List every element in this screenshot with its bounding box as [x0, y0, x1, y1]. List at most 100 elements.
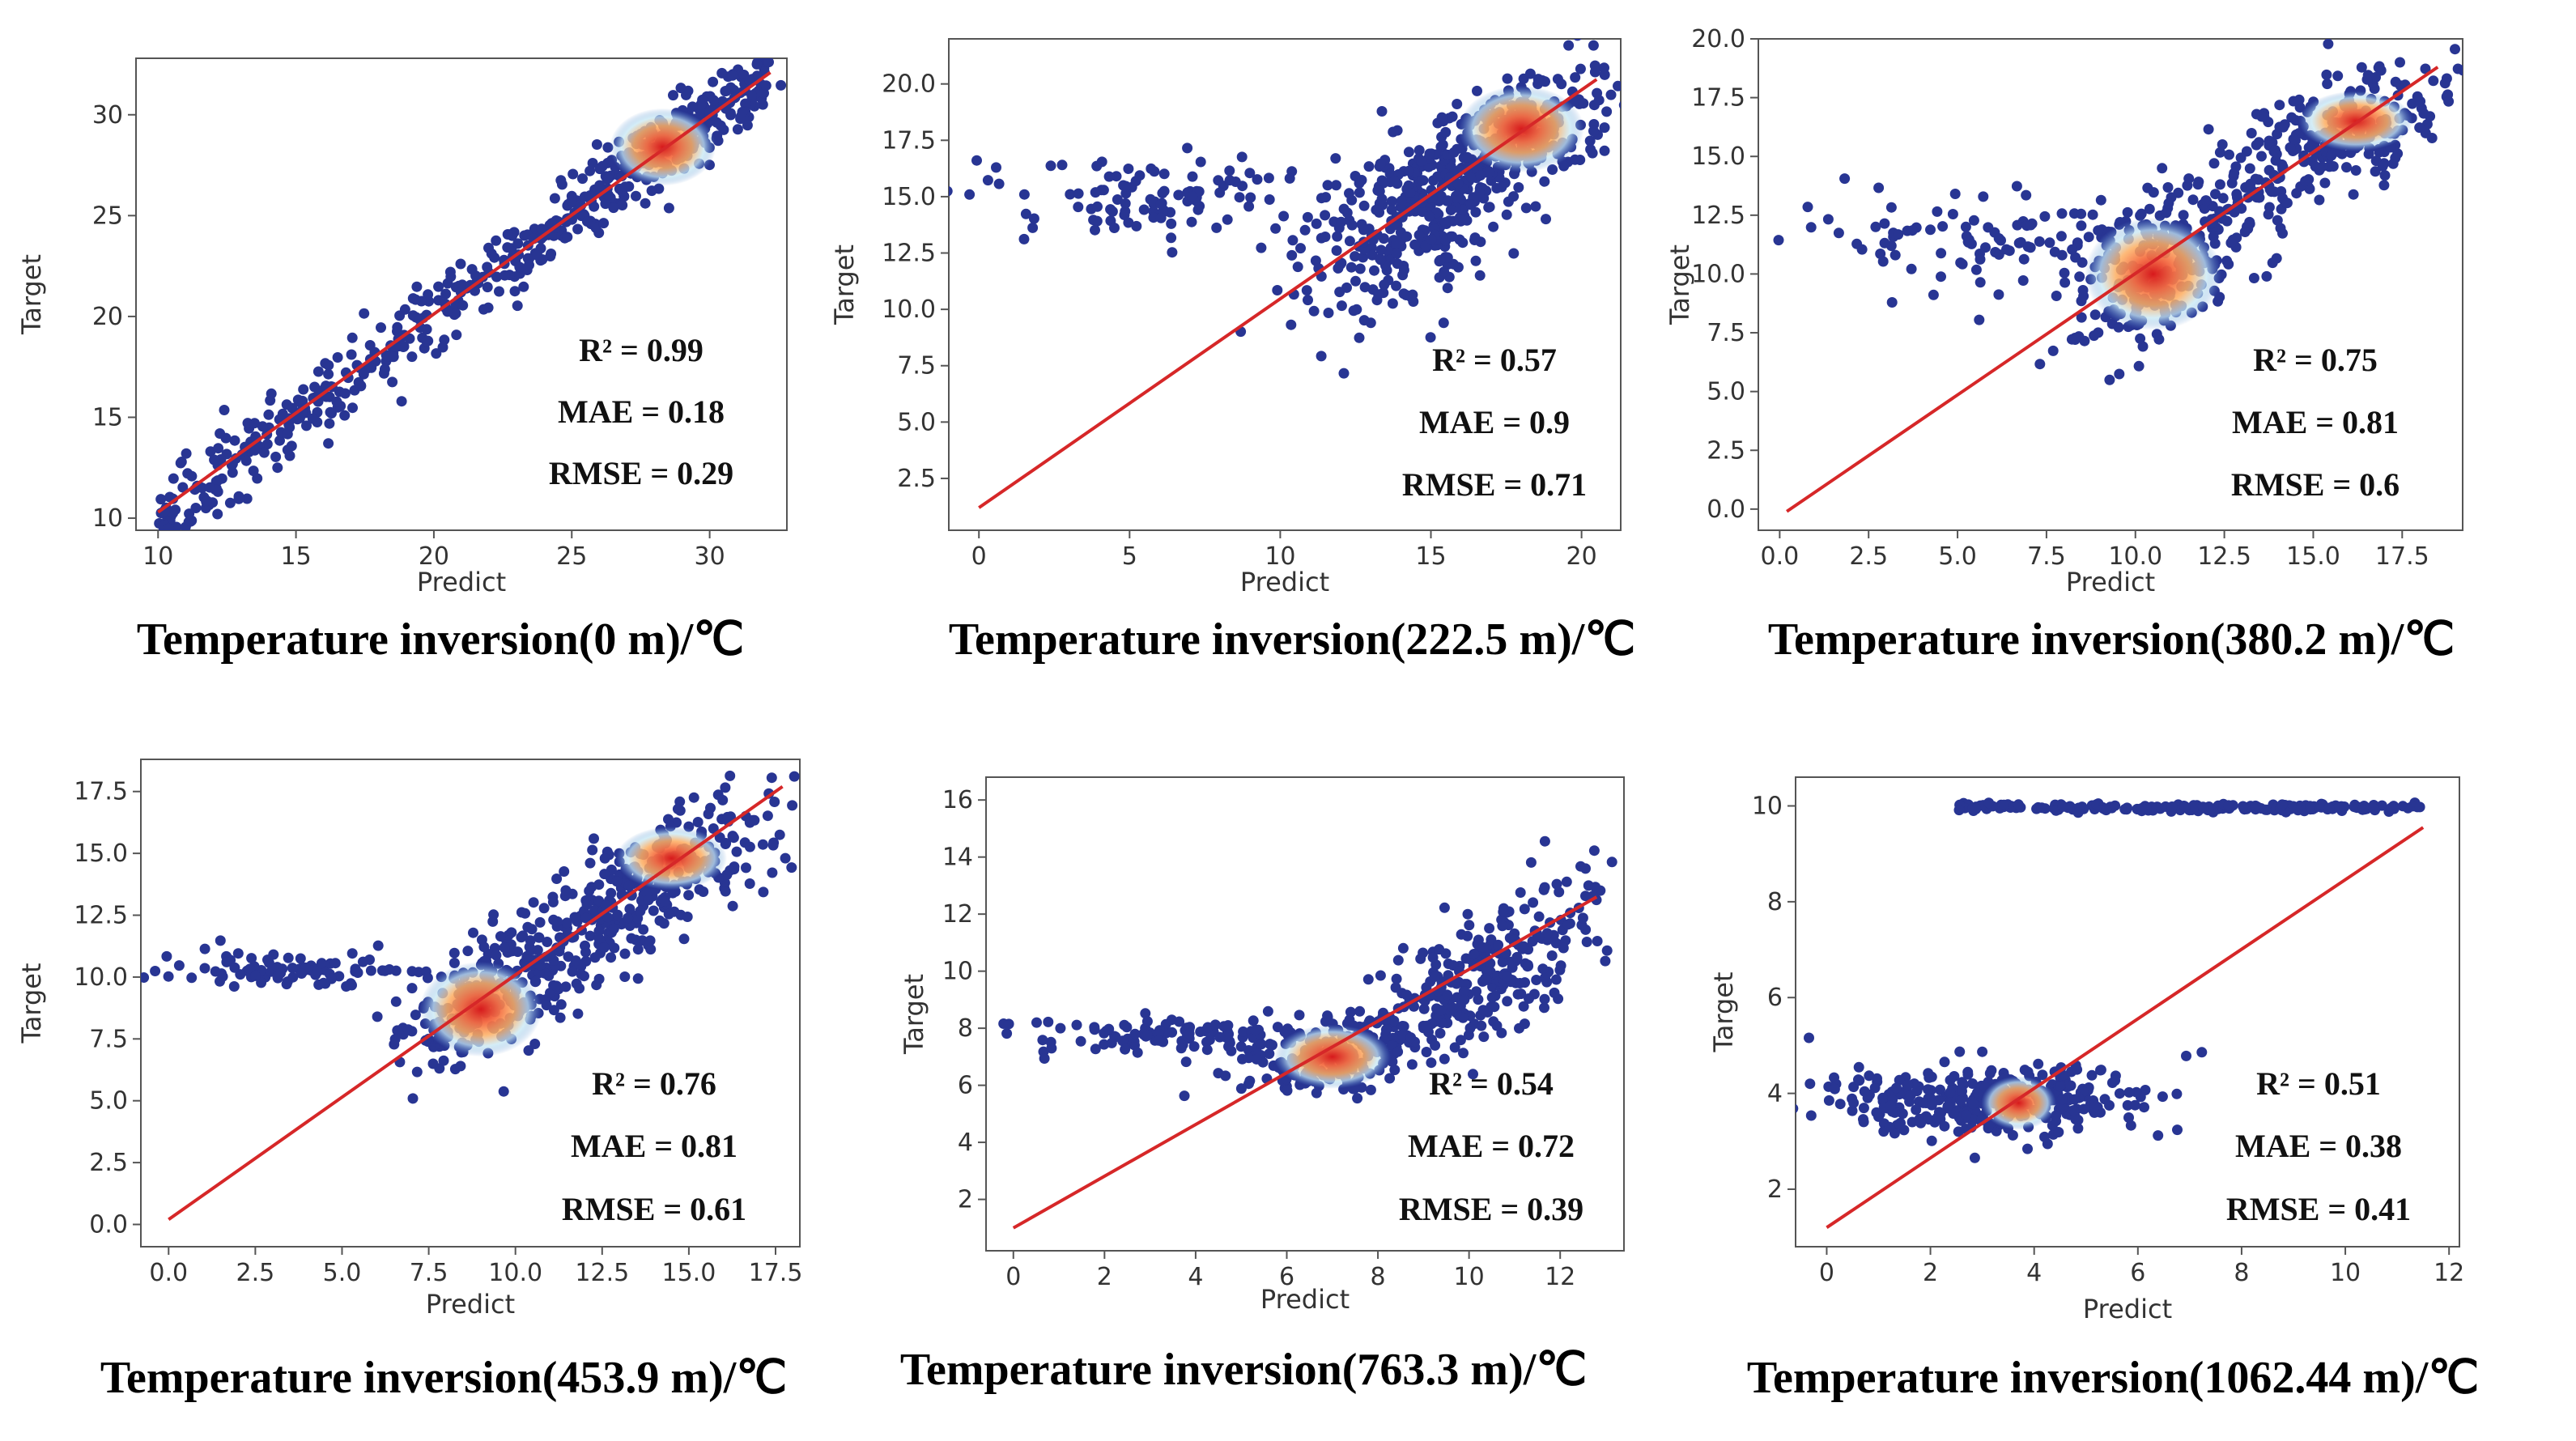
- scatter-point: [1430, 1039, 1441, 1051]
- scatter-point: [2157, 1091, 2168, 1103]
- scatter-point: [1398, 1021, 1409, 1032]
- scatter-point: [1056, 159, 1068, 171]
- y-tick-label: 15.0: [882, 183, 936, 211]
- scatter-point: [2172, 1124, 2183, 1136]
- scatter-point: [209, 454, 220, 465]
- scatter-point: [1498, 906, 1509, 917]
- x-tick-label: 5: [1122, 542, 1137, 571]
- scatter-point: [2012, 219, 2023, 231]
- scatter-point: [2136, 802, 2148, 814]
- scatter-point: [1344, 188, 1354, 199]
- scatter-point: [1968, 215, 1979, 226]
- y-tick-label: 10: [1752, 793, 1783, 821]
- scatter-point: [2370, 166, 2381, 177]
- scatter-point: [1520, 977, 1530, 988]
- scatter-point: [2078, 1103, 2089, 1115]
- scatter-point: [2068, 1105, 2079, 1116]
- scatter-point: [763, 58, 774, 68]
- scatter-point: [2036, 802, 2047, 814]
- scatter-point: [2007, 1129, 2018, 1141]
- scatter-point: [1915, 1117, 1927, 1129]
- scatter-point: [2213, 295, 2224, 307]
- scatter-point: [1103, 1023, 1115, 1035]
- x-tick-label: 17.5: [749, 1259, 803, 1287]
- scatter-point: [168, 508, 179, 519]
- scatter-point: [572, 223, 584, 235]
- scatter-point: [643, 895, 654, 906]
- scatter-point: [810, 57, 821, 68]
- scatter-point: [566, 195, 577, 206]
- scatter-point: [1949, 189, 1961, 199]
- scatter-point: [1493, 939, 1504, 950]
- scatter-point: [512, 238, 524, 249]
- scatter-point: [767, 867, 778, 878]
- scatter-point: [1911, 1104, 1922, 1116]
- scatter-point: [648, 905, 659, 916]
- scatter-point: [1397, 942, 1409, 954]
- scatter-point: [2210, 189, 2221, 200]
- scatter-point: [1375, 254, 1386, 266]
- scatter-point: [1525, 857, 1537, 868]
- scatter-point: [2074, 271, 2085, 283]
- scatter-point: [384, 964, 395, 975]
- density-peak: [1273, 1024, 1391, 1089]
- scatter-point: [708, 95, 719, 106]
- scatter-point: [1167, 1027, 1178, 1038]
- scatter-point: [2095, 1065, 2106, 1076]
- panel-5: 0 2 4 6 8 10 12 2 4 6 8 10 12 14 16 Predict Target R² = 0…: [899, 776, 1625, 1395]
- scatter-point: [1369, 265, 1379, 276]
- scatter-point: [581, 899, 593, 910]
- scatter-point: [1885, 202, 1897, 213]
- scatter-point: [1957, 258, 1968, 270]
- scatter-point: [1599, 145, 1610, 156]
- scatter-point: [1590, 882, 1601, 893]
- scatter-point: [168, 473, 179, 484]
- scatter-point: [1804, 1032, 1814, 1044]
- scatter-point: [1563, 40, 1575, 51]
- scatter-point: [757, 839, 768, 850]
- scatter-point: [548, 1005, 559, 1016]
- x-tick-label: 2.5: [236, 1259, 275, 1287]
- scatter-point: [180, 532, 190, 542]
- scatter-point: [780, 852, 791, 864]
- scatter-point: [1923, 1068, 1934, 1079]
- scatter-point: [2148, 187, 2159, 198]
- scatter-point: [1146, 163, 1157, 174]
- x-tick-label: 0: [971, 542, 987, 571]
- scatter-point: [1968, 1099, 1979, 1110]
- plot-frame: [1795, 776, 2460, 1248]
- scatter-point: [1435, 1005, 1447, 1016]
- scatter-point: [1209, 1019, 1221, 1031]
- scatter-point: [2217, 193, 2229, 204]
- scatter-point: [1272, 285, 1283, 295]
- scatter-point: [1435, 254, 1446, 266]
- scatter-point: [1243, 201, 1255, 212]
- scatter-point: [489, 252, 500, 263]
- scatter-point: [1437, 139, 1448, 151]
- scatter-point: [1520, 202, 1532, 214]
- scatter-point: [663, 202, 674, 214]
- scatter-point: [522, 921, 533, 933]
- y-tick-label: 6: [958, 1072, 973, 1100]
- scatter-point: [1141, 1016, 1153, 1027]
- scatter-point: [2221, 215, 2233, 227]
- scatter-point: [749, 814, 760, 826]
- scatter-point: [1953, 1126, 1964, 1137]
- scatter-point: [1384, 1073, 1396, 1084]
- scatter-point: [2135, 333, 2146, 344]
- scatter-point: [538, 903, 550, 914]
- scatter-point: [1512, 988, 1524, 1000]
- scatter-point: [2259, 804, 2271, 815]
- scatter-point: [1539, 993, 1550, 1005]
- scatter-point: [1524, 68, 1536, 79]
- scatter-point: [1338, 203, 1350, 215]
- scatter-point: [2246, 128, 2257, 138]
- scatter-point: [1418, 947, 1429, 959]
- scatter-point: [1043, 1016, 1054, 1027]
- scatter-point: [1893, 229, 1904, 240]
- scatter-point: [2037, 1069, 2048, 1081]
- scatter-point: [722, 811, 733, 823]
- scatter-point: [1245, 192, 1256, 203]
- density-peak: [2085, 217, 2222, 331]
- scatter-point: [1167, 247, 1178, 258]
